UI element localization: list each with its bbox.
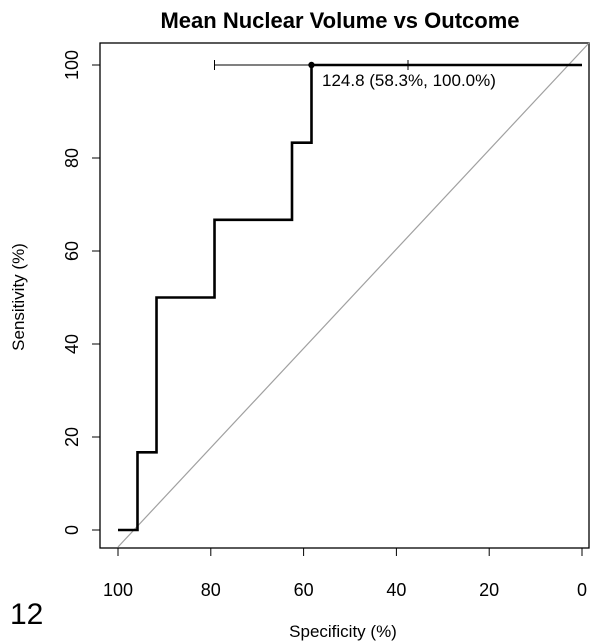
threshold-annotation: 124.8 (58.3%, 100.0%) xyxy=(322,71,496,90)
y-tick-label: 20 xyxy=(62,427,82,447)
x-tick-label: 80 xyxy=(201,580,221,600)
y-axis-label: Sensitivity (%) xyxy=(9,243,28,351)
x-axis-label: Specificity (%) xyxy=(289,622,397,641)
y-axis: 0 20 40 60 80 100 xyxy=(62,50,101,535)
y-tick-label: 60 xyxy=(62,241,82,261)
chart-title: Mean Nuclear Volume vs Outcome xyxy=(160,8,519,33)
reference-layer xyxy=(117,42,590,548)
reference-diagonal xyxy=(117,42,590,548)
curve-layer xyxy=(118,63,582,532)
x-axis: 100 80 60 40 20 0 xyxy=(103,547,587,600)
x-tick-label: 0 xyxy=(577,580,587,600)
x-tick-label: 40 xyxy=(386,580,406,600)
x-tick-label: 100 xyxy=(103,580,133,600)
roc-curve-line xyxy=(118,63,582,532)
x-tick-label: 20 xyxy=(479,580,499,600)
panel-label: 12 xyxy=(10,598,44,631)
plot-frame xyxy=(99,42,590,549)
y-tick-label: 0 xyxy=(62,525,82,535)
threshold-point xyxy=(308,61,315,69)
y-tick-label: 40 xyxy=(62,334,82,354)
x-tick-label: 60 xyxy=(294,580,314,600)
y-tick-label: 100 xyxy=(62,50,82,80)
y-tick-label: 80 xyxy=(62,148,82,168)
threshold-ci-layer xyxy=(214,60,409,70)
